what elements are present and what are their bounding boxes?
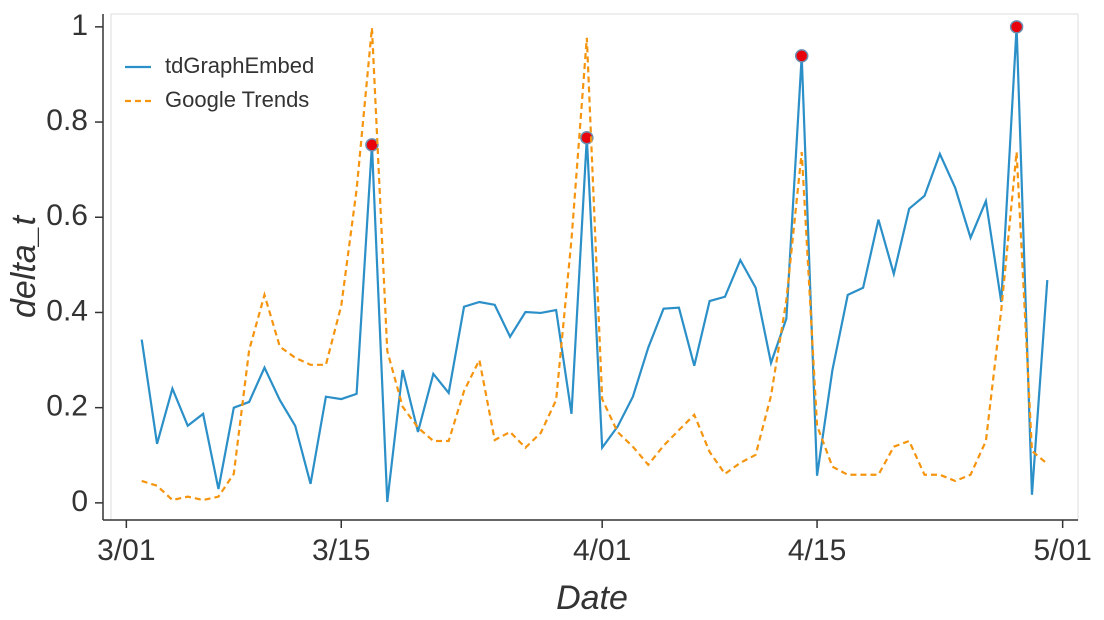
- peak-marker: [1009, 20, 1024, 34]
- legend-label: tdGraphEmbed: [165, 53, 314, 78]
- line-series: [141, 27, 1049, 502]
- y-axis-label: delta_t: [5, 214, 43, 318]
- x-tick-label: 4/01: [573, 534, 631, 567]
- x-axis-label: Date: [556, 579, 628, 617]
- peak-marker: [365, 138, 379, 152]
- x-tick-label: 3/15: [312, 534, 370, 567]
- y-tick-label: 0.6: [46, 199, 88, 232]
- y-tick-label: 0.2: [46, 390, 88, 423]
- y-tick-label: 0.4: [46, 294, 88, 327]
- line-series: [140, 26, 1049, 503]
- x-tick-label: 3/01: [97, 534, 155, 567]
- x-tick-label: 5/01: [1033, 534, 1091, 567]
- y-tick-label: 0: [71, 485, 88, 518]
- peak-marker: [794, 49, 809, 63]
- legend-label: Google Trends: [165, 87, 309, 112]
- y-tick-label: 0.8: [46, 104, 88, 137]
- x-tick-label: 4/15: [788, 534, 846, 567]
- y-tick-label: 1: [71, 9, 88, 42]
- peak-marker: [580, 131, 594, 145]
